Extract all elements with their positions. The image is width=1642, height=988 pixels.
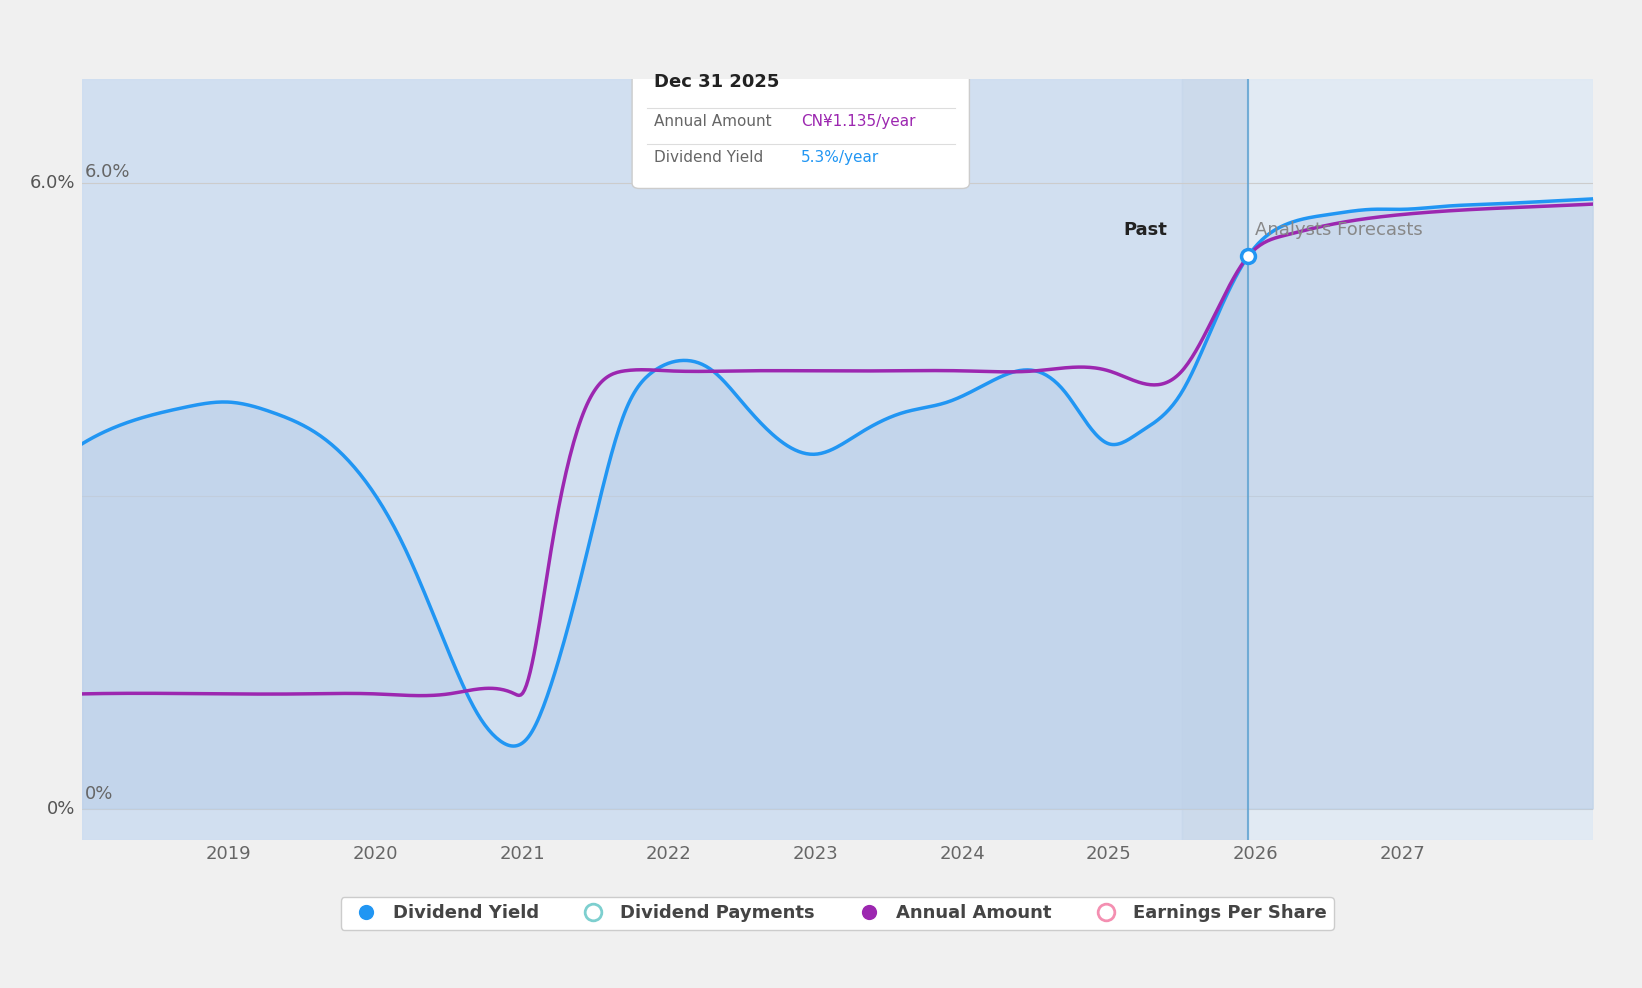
Legend: Dividend Yield, Dividend Payments, Annual Amount, Earnings Per Share: Dividend Yield, Dividend Payments, Annua… <box>342 897 1333 930</box>
Bar <box>1248 79 1593 840</box>
Text: Annual Amount: Annual Amount <box>654 114 772 129</box>
Text: Dec 31 2025: Dec 31 2025 <box>654 73 780 91</box>
Bar <box>82 79 1182 840</box>
FancyBboxPatch shape <box>632 58 969 189</box>
Text: 6.0%: 6.0% <box>85 163 130 181</box>
Text: CN¥1.135/year: CN¥1.135/year <box>801 114 915 129</box>
Text: Analysts Forecasts: Analysts Forecasts <box>1256 221 1424 239</box>
Text: 0%: 0% <box>46 799 76 817</box>
Text: 5.3%/year: 5.3%/year <box>801 150 878 165</box>
Text: 0%: 0% <box>85 785 113 803</box>
Bar <box>1182 79 1248 840</box>
Text: Dividend Yield: Dividend Yield <box>654 150 764 165</box>
Text: Past: Past <box>1123 221 1167 239</box>
Text: 6.0%: 6.0% <box>30 174 76 193</box>
